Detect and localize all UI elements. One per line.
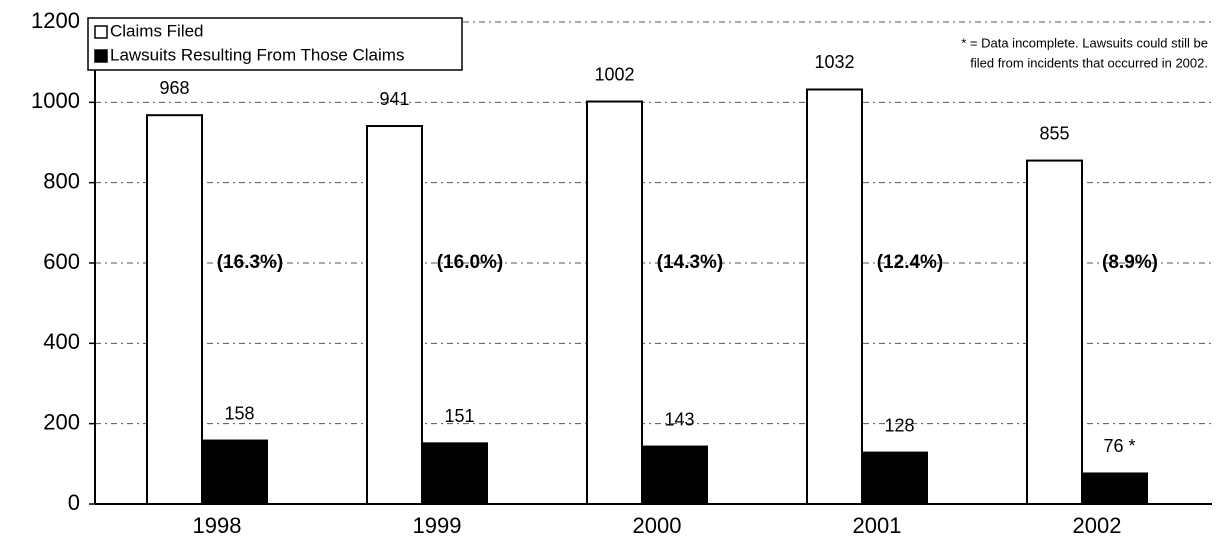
bar [366, 125, 423, 505]
value-label: 855 [1039, 123, 1069, 143]
bar [146, 114, 203, 505]
bar [201, 439, 268, 505]
ratio-label: (14.3%) [657, 252, 724, 273]
x-tick-label: 1999 [413, 513, 462, 538]
bar [421, 442, 488, 505]
value-label: 158 [224, 403, 254, 423]
legend-box [87, 17, 463, 71]
x-tick-label: 2002 [1073, 513, 1122, 538]
y-tick-label: 200 [43, 409, 80, 434]
value-label: 128 [884, 415, 914, 435]
annotation: * = Data incomplete. Lawsuits could stil… [961, 35, 1208, 50]
ratio-label: (8.9%) [1102, 252, 1158, 273]
x-tick-label: 1998 [193, 513, 242, 538]
ratio-label: (12.4%) [877, 252, 944, 273]
value-label: 968 [159, 78, 189, 98]
ratio-label: (16.3%) [217, 252, 284, 273]
value-label: 1002 [594, 64, 634, 84]
bar [861, 451, 928, 506]
y-tick-label: 1200 [31, 8, 80, 33]
value-label: 76 * [1103, 436, 1135, 456]
annotation: filed from incidents that occurred in 20… [970, 55, 1208, 70]
bar [1026, 159, 1083, 505]
legend-swatch [94, 49, 108, 63]
bar [1081, 472, 1148, 505]
y-tick-label: 400 [43, 329, 80, 354]
ratio-label: (16.0%) [437, 252, 504, 273]
value-label: 151 [444, 406, 474, 426]
y-tick-label: 600 [43, 249, 80, 274]
legend-label: Lawsuits Resulting From Those Claims [110, 45, 404, 64]
y-tick-label: 800 [43, 168, 80, 193]
x-tick-label: 2001 [853, 513, 902, 538]
value-label: 941 [379, 89, 409, 109]
value-label: 1032 [814, 52, 854, 72]
x-tick-label: 2000 [633, 513, 682, 538]
legend-label: Claims Filed [110, 21, 204, 40]
bar [641, 445, 708, 506]
y-tick-label: 1000 [31, 88, 80, 113]
bar [806, 88, 863, 505]
bar [586, 100, 643, 505]
legend-swatch [94, 25, 108, 39]
value-label: 143 [664, 409, 694, 429]
y-tick-label: 0 [68, 490, 80, 515]
